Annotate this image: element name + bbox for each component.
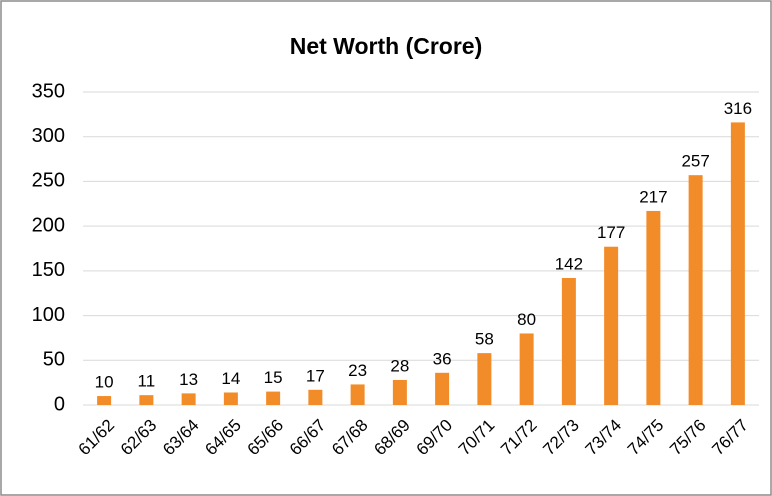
chart-title: Net Worth (Crore) xyxy=(290,33,483,59)
bar xyxy=(435,372,450,405)
data-label: 36 xyxy=(433,349,452,368)
y-tick-label: 350 xyxy=(32,80,65,102)
data-label: 142 xyxy=(555,254,583,273)
data-label: 217 xyxy=(639,187,667,206)
data-label: 316 xyxy=(724,99,752,118)
data-label: 11 xyxy=(138,372,156,391)
bar xyxy=(350,384,365,405)
bar xyxy=(266,391,281,405)
y-tick-label: 300 xyxy=(32,125,65,147)
bar xyxy=(97,396,112,405)
bar xyxy=(730,122,745,406)
bar xyxy=(477,353,492,405)
data-label: 13 xyxy=(179,370,198,389)
bar xyxy=(139,395,154,405)
y-tick-label: 50 xyxy=(43,349,65,371)
bar xyxy=(392,379,407,405)
bar xyxy=(604,246,619,405)
data-label: 14 xyxy=(221,369,240,388)
data-label: 10 xyxy=(95,373,114,392)
data-label: 23 xyxy=(348,361,367,380)
data-label: 28 xyxy=(390,356,409,375)
data-label: 257 xyxy=(681,152,709,171)
bar xyxy=(519,333,534,405)
y-tick-label: 100 xyxy=(32,304,65,326)
bar xyxy=(646,210,661,405)
y-tick-label: 250 xyxy=(32,170,65,192)
bar xyxy=(308,389,323,405)
data-label: 15 xyxy=(264,368,283,387)
bar xyxy=(223,392,238,405)
bar xyxy=(561,278,576,405)
data-label: 80 xyxy=(517,310,536,329)
y-tick-label: 200 xyxy=(32,214,65,236)
data-label: 17 xyxy=(306,366,325,385)
bar xyxy=(181,393,196,405)
data-label: 177 xyxy=(597,223,625,242)
y-tick-label: 0 xyxy=(54,393,65,415)
bar xyxy=(688,175,703,405)
data-label: 58 xyxy=(475,330,494,349)
y-tick-label: 150 xyxy=(32,259,65,281)
